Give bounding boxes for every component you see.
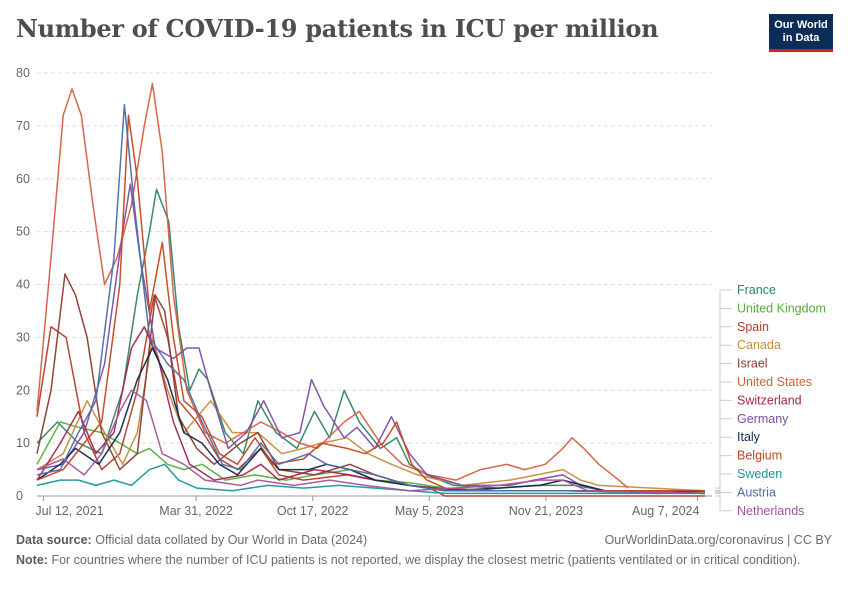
logo-line-2: in Data	[782, 32, 820, 44]
chart-note: Note: For countries where the number of …	[16, 553, 806, 568]
y-tick-label: 30	[16, 330, 30, 344]
series-line-israel	[36, 273, 706, 495]
legend-label-united-states: United States	[737, 375, 812, 389]
legend-connector	[715, 289, 732, 493]
legend-label-canada: Canada	[737, 338, 781, 352]
series-line-belgium	[36, 114, 705, 492]
source-url: OurWorldinData.org/coronavirus | CC BY	[604, 533, 832, 547]
legend-label-united-kingdom: United Kingdom	[737, 301, 826, 315]
owid-logo[interactable]: Our World in Data	[769, 14, 833, 52]
logo-line-1: Our World	[774, 19, 828, 31]
y-tick-label: 50	[16, 225, 30, 239]
legend-connector	[715, 418, 732, 492]
legend-label-italy: Italy	[737, 430, 761, 444]
legend-label-switzerland: Switzerland	[737, 393, 802, 407]
legend-label-spain: Spain	[737, 320, 769, 334]
y-tick-label: 60	[16, 172, 30, 186]
legend-label-belgium: Belgium	[737, 449, 782, 463]
note-label: Note:	[16, 553, 48, 567]
legend-connector	[715, 492, 732, 512]
data-source-label: Data source:	[16, 533, 92, 547]
y-tick-label: 70	[16, 119, 30, 133]
license-link[interactable]: CC BY	[793, 533, 832, 547]
x-tick-label: Jul 12, 2021	[35, 504, 103, 518]
series-line-united-states	[36, 82, 629, 489]
y-tick-label: 0	[16, 489, 23, 503]
y-tick-label: 10	[16, 436, 30, 450]
line-chart: 0 10 20 30 40 50 60 70 80 Jul 12, 2021 Mar 31, 202…	[16, 66, 826, 518]
series-line-italy	[36, 347, 706, 495]
series-line-united-kingdom	[36, 421, 706, 493]
legend-label-france: France	[737, 283, 776, 297]
y-tick-label: 40	[16, 278, 30, 292]
legend-label-sweden: Sweden	[737, 467, 782, 481]
series-line-france	[36, 188, 706, 493]
y-tick-label: 80	[16, 66, 30, 80]
legend-label-austria: Austria	[737, 485, 776, 499]
x-tick-label: Aug 7, 2024	[632, 504, 699, 518]
legend-connector	[715, 381, 732, 489]
note-text: For countries where the number of ICU pa…	[51, 553, 801, 567]
legend-connector	[715, 326, 732, 497]
legend-connector	[715, 399, 732, 494]
legend-connector	[715, 344, 732, 492]
x-tick-label: Nov 21, 2023	[509, 504, 583, 518]
chart-title: Number of COVID-19 patients in ICU per m…	[16, 14, 659, 43]
legend-connector	[715, 455, 732, 492]
data-source: Data source: Official data collated by O…	[16, 533, 367, 547]
legend-label-germany: Germany	[737, 412, 789, 426]
series-line-netherlands	[36, 389, 706, 495]
legend-label-israel: Israel	[737, 357, 768, 371]
x-tick-label: Mar 31, 2022	[159, 504, 233, 518]
legend-connector	[715, 436, 732, 492]
series-line-canada	[36, 336, 706, 492]
y-tick-label: 20	[16, 383, 30, 397]
data-source-text: Official data collated by Our World in D…	[95, 533, 368, 547]
legend-label-netherlands: Netherlands	[737, 504, 804, 518]
series-line-austria	[36, 103, 706, 495]
series-line-spain	[36, 294, 705, 497]
x-tick-label: May 5, 2023	[395, 504, 464, 518]
x-tick-label: Oct 17, 2022	[277, 504, 349, 518]
source-link[interactable]: OurWorldinData.org/coronavirus	[604, 533, 784, 547]
